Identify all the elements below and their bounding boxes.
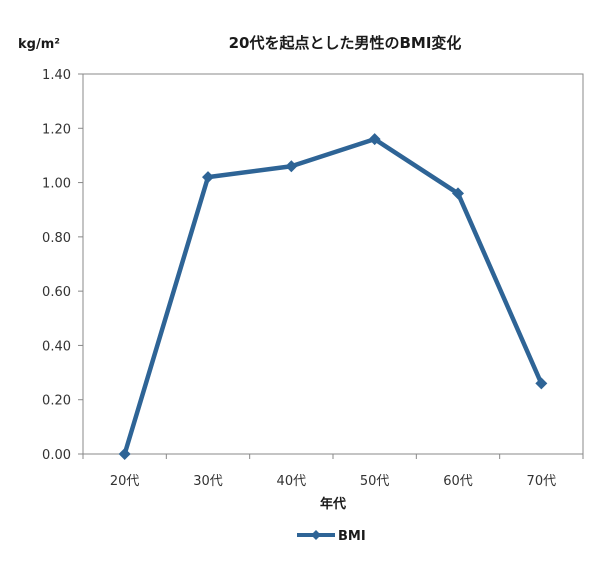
y-axis-unit-label: kg/m² <box>18 37 60 52</box>
y-tick-label: 0.80 <box>42 231 71 246</box>
data-point-marker <box>118 448 131 460</box>
y-axis: 0.00 0.20 0.40 0.60 0.80 1.00 1.20 1.40 <box>42 68 83 463</box>
data-point-marker <box>368 133 381 146</box>
x-tick-label: 70代 <box>527 474 557 489</box>
y-tick-label: 0.00 <box>42 448 71 463</box>
data-point-marker <box>535 377 548 390</box>
data-point-marker <box>285 160 298 173</box>
legend: BMI <box>297 529 366 544</box>
y-tick-label: 0.60 <box>42 285 71 300</box>
x-tick-label: 60代 <box>443 474 473 489</box>
x-tick-label: 30代 <box>193 474 223 489</box>
legend-marker <box>311 530 321 540</box>
series-bmi <box>118 133 548 460</box>
x-tick-label: 20代 <box>110 474 140 489</box>
y-tick-label: 1.20 <box>42 122 71 137</box>
data-point-marker <box>452 187 464 200</box>
data-point-marker <box>202 171 214 184</box>
plot-area-frame <box>82 73 584 455</box>
x-tick-label: 50代 <box>360 474 390 489</box>
x-tick-label: 40代 <box>277 474 307 489</box>
x-axis: 20代 30代 40代 50代 60代 70代 <box>82 454 584 489</box>
y-tick-label: 1.00 <box>42 177 71 192</box>
y-tick-label: 0.20 <box>42 394 71 409</box>
chart-title: 20代を起点とした男性のBMI変化 <box>229 34 462 52</box>
y-tick-label: 1.40 <box>42 68 71 83</box>
legend-label: BMI <box>338 529 366 544</box>
y-tick-label: 0.40 <box>42 339 71 354</box>
x-axis-label: 年代 <box>320 496 346 512</box>
series-line <box>122 136 544 457</box>
